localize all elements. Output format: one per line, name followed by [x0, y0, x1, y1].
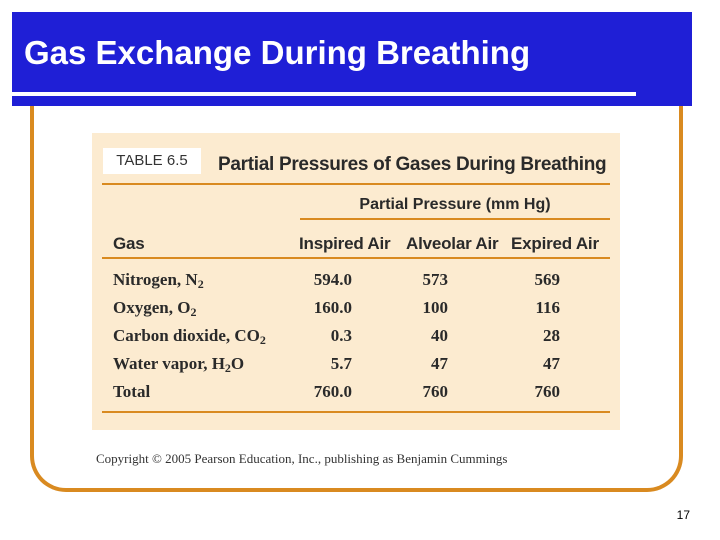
- table-row-gas: Carbon dioxide, CO2: [113, 326, 266, 347]
- table-cell-expired: 116: [535, 298, 560, 317]
- table-cell-alveolar: 100: [422, 298, 449, 317]
- table-cell-inspired: 160.0: [313, 298, 352, 317]
- page-number: 17: [676, 508, 690, 522]
- table-cell-expired: 760: [534, 382, 561, 401]
- title-bar: [12, 12, 692, 106]
- bottom-rule: [102, 411, 610, 413]
- table-cell-inspired: 594.0: [313, 270, 352, 289]
- table-cell-expired: 569: [534, 270, 561, 289]
- copyright-notice: Copyright © 2005 Pearson Education, Inc.…: [96, 451, 508, 466]
- column-header-alveolar: Alveolar Air: [406, 234, 499, 253]
- column-header-gas: Gas: [113, 234, 145, 253]
- table-cell-alveolar: 760: [422, 382, 449, 401]
- title-rule: [102, 183, 610, 185]
- table-row-total: Total: [113, 382, 151, 401]
- group-rule: [300, 218, 610, 220]
- header-rule: [102, 257, 610, 259]
- table-cell-alveolar: 47: [431, 354, 448, 373]
- table-title: Partial Pressures of Gases During Breath…: [218, 154, 607, 175]
- column-header-inspired: Inspired Air: [299, 234, 391, 253]
- table-panel: [92, 133, 620, 430]
- group-header: Partial Pressure (mm Hg): [359, 196, 551, 213]
- table-cell-alveolar: 573: [422, 270, 449, 289]
- table-cell-inspired: 0.3: [330, 326, 352, 345]
- title-underline: [12, 92, 636, 96]
- table-label: TABLE 6.5: [103, 148, 201, 174]
- table-row-gas: Nitrogen, N2: [113, 270, 204, 291]
- column-header-expired: Expired Air: [511, 234, 599, 253]
- slide-title: Gas Exchange During Breathing: [24, 34, 531, 71]
- table-cell-inspired: 760.0: [313, 382, 352, 401]
- table-row-gas: Oxygen, O2: [113, 298, 197, 319]
- table-cell-inspired: 5.7: [330, 354, 352, 373]
- table-cell-expired: 47: [543, 354, 560, 373]
- table-cell-expired: 28: [543, 326, 560, 345]
- table-row-gas: Water vapor, H2O: [113, 354, 245, 375]
- table-cell-alveolar: 40: [431, 326, 448, 345]
